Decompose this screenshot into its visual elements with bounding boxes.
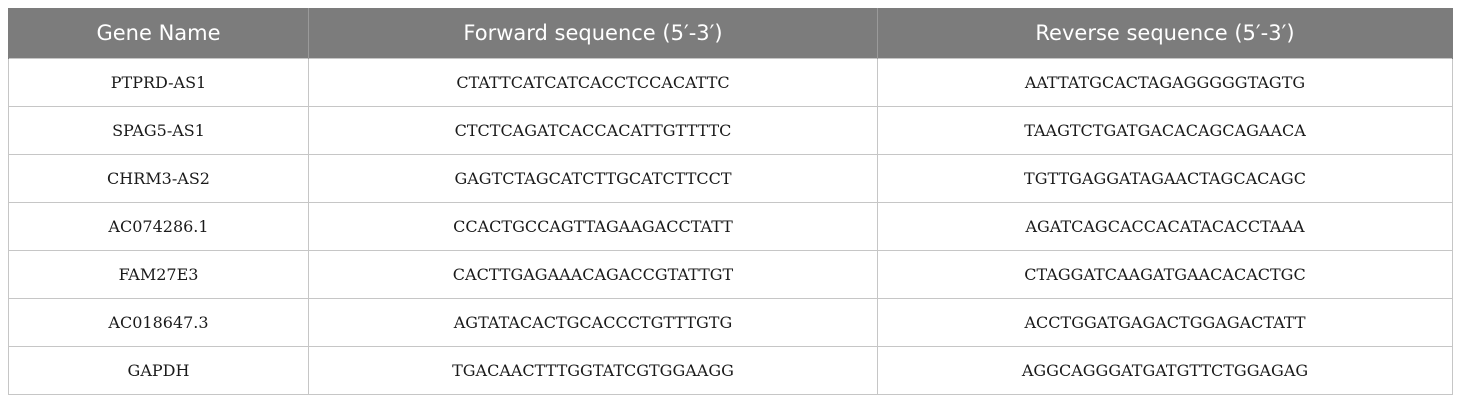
forward-sequence-cell: GAGTCTAGCATCTTGCATCTTCCT <box>308 154 878 203</box>
reverse-sequence-cell: AGATCAGCACCACATACACCTAAA <box>877 202 1453 251</box>
header-reverse-sequence: Reverse sequence (5′-3′) <box>877 8 1453 59</box>
gene-name-cell: FAM27E3 <box>8 250 309 299</box>
reverse-sequence-cell: AATTATGCACTAGAGGGGGTAGTG <box>877 58 1453 107</box>
header-row: Gene Name Forward sequence (5′-3′) Rever… <box>8 8 1453 59</box>
primer-table-container: Gene Name Forward sequence (5′-3′) Rever… <box>8 8 1453 395</box>
table-row: SPAG5-AS1 CTCTCAGATCACCACATTGTTTTC TAAGT… <box>8 106 1453 155</box>
reverse-sequence-cell: TGTTGAGGATAGAACTAGCACAGC <box>877 154 1453 203</box>
reverse-sequence-cell: AGGCAGGGATGATGTTCTGGAGAG <box>877 346 1453 395</box>
reverse-sequence-cell: ACCTGGATGAGACTGGAGACTATT <box>877 298 1453 347</box>
forward-sequence-cell: AGTATACACTGCACCCTGTTTGTG <box>308 298 878 347</box>
gene-name-cell: CHRM3-AS2 <box>8 154 309 203</box>
primer-sequence-table: Gene Name Forward sequence (5′-3′) Rever… <box>8 8 1453 395</box>
table-row: GAPDH TGACAACTTTGGTATCGTGGAAGG AGGCAGGGA… <box>8 346 1453 395</box>
gene-name-cell: AC074286.1 <box>8 202 309 251</box>
gene-name-cell: AC018647.3 <box>8 298 309 347</box>
table-row: PTPRD-AS1 CTATTCATCATCACCTCCACATTC AATTA… <box>8 58 1453 107</box>
header-gene-name: Gene Name <box>8 8 309 59</box>
reverse-sequence-cell: TAAGTCTGATGACACAGCAGAACA <box>877 106 1453 155</box>
table-row: CHRM3-AS2 GAGTCTAGCATCTTGCATCTTCCT TGTTG… <box>8 154 1453 203</box>
reverse-sequence-cell: CTAGGATCAAGATGAACACACTGC <box>877 250 1453 299</box>
table-header: Gene Name Forward sequence (5′-3′) Rever… <box>8 8 1453 59</box>
forward-sequence-cell: CTCTCAGATCACCACATTGTTTTC <box>308 106 878 155</box>
table-row: FAM27E3 CACTTGAGAAACAGACCGTATTGT CTAGGAT… <box>8 250 1453 299</box>
forward-sequence-cell: TGACAACTTTGGTATCGTGGAAGG <box>308 346 878 395</box>
table-row: AC018647.3 AGTATACACTGCACCCTGTTTGTG ACCT… <box>8 298 1453 347</box>
forward-sequence-cell: CACTTGAGAAACAGACCGTATTGT <box>308 250 878 299</box>
table-row: AC074286.1 CCACTGCCAGTTAGAAGACCTATT AGAT… <box>8 202 1453 251</box>
forward-sequence-cell: CTATTCATCATCACCTCCACATTC <box>308 58 878 107</box>
gene-name-cell: GAPDH <box>8 346 309 395</box>
header-forward-sequence: Forward sequence (5′-3′) <box>308 8 878 59</box>
forward-sequence-cell: CCACTGCCAGTTAGAAGACCTATT <box>308 202 878 251</box>
gene-name-cell: SPAG5-AS1 <box>8 106 309 155</box>
table-body: PTPRD-AS1 CTATTCATCATCACCTCCACATTC AATTA… <box>8 58 1453 395</box>
gene-name-cell: PTPRD-AS1 <box>8 58 309 107</box>
